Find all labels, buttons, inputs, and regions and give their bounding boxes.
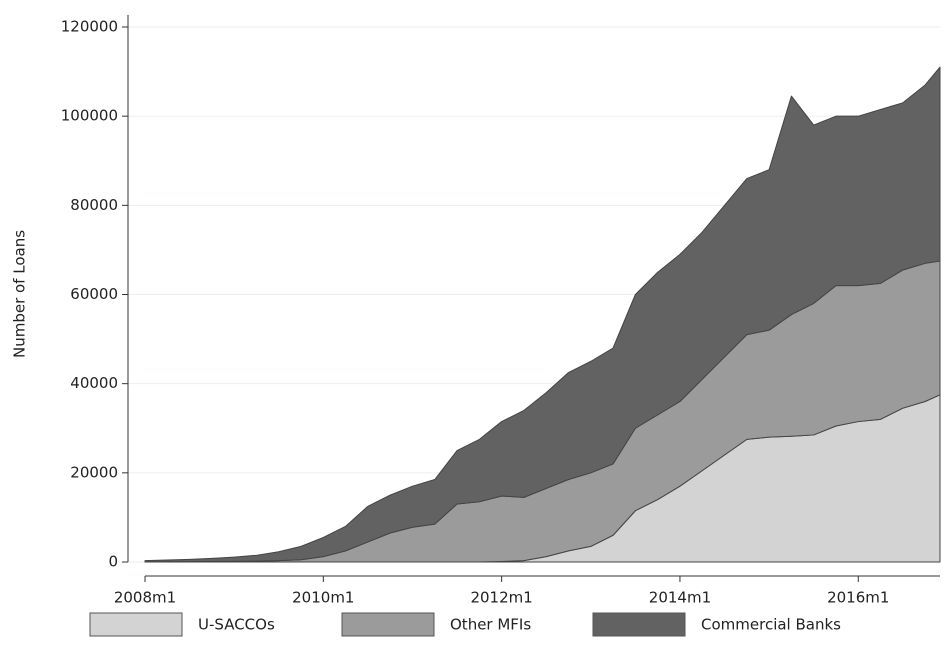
legend-swatch [89,612,183,637]
legend-label: Commercial Banks [701,616,841,634]
legend-swatch [592,612,686,637]
y-tick-label: 0 [108,553,118,571]
y-tick-label: 100000 [61,107,118,125]
area [144,66,941,563]
x-tick-label: 2008m1 [114,589,176,607]
y-tick-label: 120000 [61,18,118,36]
x-tick-label: 2010m1 [292,589,354,607]
y-tick-label: 40000 [70,374,118,392]
y-tick-label: 20000 [70,463,118,481]
y-tick-label: 80000 [70,196,118,214]
legend-label: Other MFIs [450,616,531,634]
legend-label: U-SACCOs [198,616,275,634]
y-tick-label: 60000 [70,285,118,303]
x-tick-label: 2014m1 [649,589,711,607]
legend-swatch [341,612,435,637]
x-tick-label: 2016m1 [827,589,889,607]
x-tick-label: 2012m1 [470,589,532,607]
y-axis-label: Number of Loans [11,230,29,358]
